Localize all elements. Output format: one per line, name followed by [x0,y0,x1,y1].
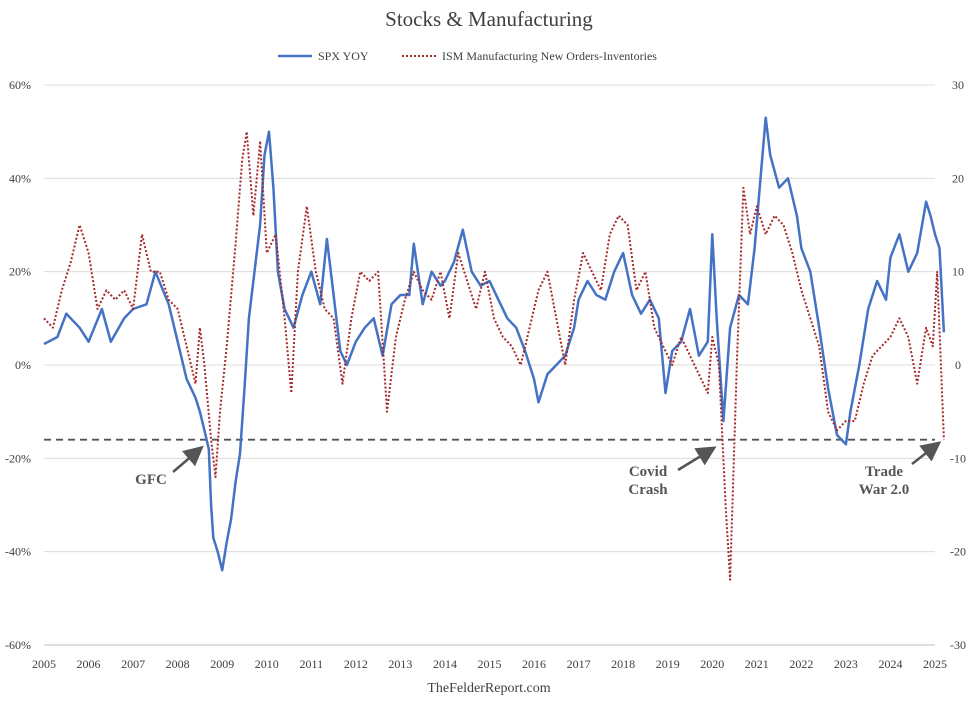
annotation-arrow [911,441,942,465]
series-line-ism-new-orders-inventories [43,130,945,581]
y-left-tick-label: -60% [5,638,31,652]
y-right-tick-label: 20 [952,171,964,185]
x-tick-label: 2025 [923,657,947,671]
x-tick-label: 2013 [388,657,412,671]
annotation-2: Trade War 2.0 [859,441,942,498]
x-tick-label: 2019 [656,657,680,671]
x-tick-label: 2007 [121,657,145,671]
x-tick-label: 2015 [478,657,502,671]
y-right-tick-label: -10 [950,451,966,465]
x-tick-label: 2010 [255,657,279,671]
x-tick-label: 2014 [433,657,457,671]
source-label: TheFelderReport.com [427,681,550,696]
annotation-label: War 2.0 [859,482,910,498]
y-right-tick-label: 0 [955,358,961,372]
legend-label-ism: ISM Manufacturing New Orders-Inventories [442,49,657,63]
legend: SPX YOY ISM Manufacturing New Orders-Inv… [278,49,657,63]
annotation-label: GFC [135,472,167,488]
y-right-tick-label: -20 [950,545,966,559]
y-left-tick-label: 60% [9,78,31,92]
y-left-tick-label: 0% [15,358,31,372]
annotation-label: Crash [628,482,668,498]
right-axis: 30 20 10 0 -10 -20 -30 [950,78,966,652]
x-tick-label: 2009 [210,657,234,671]
annotation-label: Trade [865,464,903,480]
series-layer [43,116,946,581]
annotation-arrow [172,445,204,473]
annotation-arrow [677,446,717,472]
x-tick-label: 2023 [834,657,858,671]
y-right-tick-label: 10 [952,265,964,279]
y-left-tick-label: 20% [9,265,31,279]
series-line-spx-yoy [43,116,946,572]
x-tick-label: 2020 [700,657,724,671]
grid-layer [44,84,935,646]
y-left-tick-label: -20% [5,451,31,465]
chart-title: Stocks & Manufacturing [385,7,593,31]
x-tick-label: 2016 [522,657,546,671]
x-axis: 2005 2006 2007 2008 2009 2010 2011 2012 2013 2014… [32,644,947,671]
x-tick-label: 2006 [77,657,101,671]
x-tick-label: 2011 [300,657,324,671]
legend-label-spx: SPX YOY [318,49,369,63]
annotation-layer: GFC Covid Crash Trade War 2.0 [135,441,942,498]
x-tick-label: 2018 [611,657,635,671]
y-right-tick-label: 30 [952,78,964,92]
annotation-0: GFC [135,445,204,488]
x-tick-label: 2008 [166,657,190,671]
x-tick-label: 2024 [878,657,902,671]
x-tick-label: 2017 [567,657,591,671]
x-tick-label: 2012 [344,657,368,671]
annotation-label: Covid [629,464,668,480]
y-left-tick-label: 40% [9,171,31,185]
left-axis: 60% 40% 20% 0% -20% -40% -60% [5,78,31,652]
x-tick-label: 2022 [789,657,813,671]
y-left-tick-label: -40% [5,545,31,559]
x-tick-label: 2005 [32,657,56,671]
y-right-tick-label: -30 [950,638,966,652]
annotation-1: Covid Crash [628,446,717,498]
x-tick-label: 2021 [745,657,769,671]
